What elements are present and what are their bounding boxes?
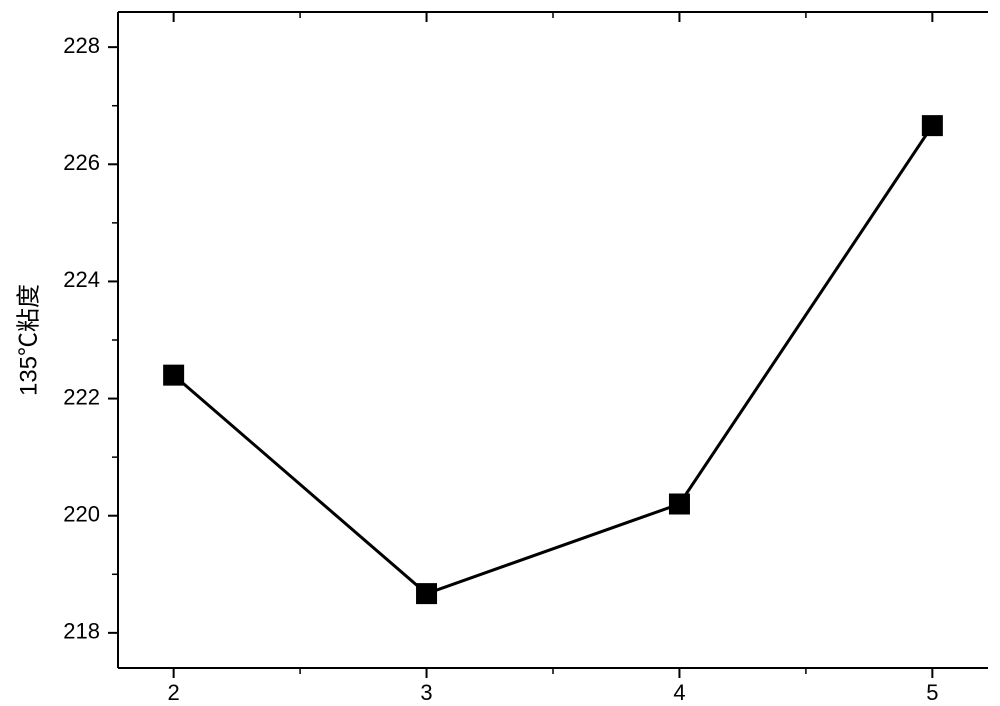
x-tick-label: 3 — [420, 680, 432, 705]
data-point — [417, 584, 437, 604]
x-tick-label: 2 — [168, 680, 180, 705]
viscosity-line-chart: 218 220 222 224 226 228 2 3 4 5 135℃粘度 — [0, 0, 1000, 706]
data-point — [164, 365, 184, 385]
chart-svg: 218 220 222 224 226 228 2 3 4 5 135℃粘度 — [0, 0, 1000, 706]
y-axis-label: 135℃粘度 — [15, 284, 42, 396]
data-point — [922, 116, 942, 136]
y-tick-label: 222 — [63, 384, 100, 409]
x-tick-label: 4 — [673, 680, 685, 705]
y-tick-label: 228 — [63, 33, 100, 58]
y-tick-label: 226 — [63, 150, 100, 175]
chart-background — [0, 0, 1000, 706]
x-tick-label: 5 — [926, 680, 938, 705]
data-point — [669, 494, 689, 514]
y-tick-label: 220 — [63, 502, 100, 527]
y-tick-label: 224 — [63, 267, 100, 292]
y-tick-label: 218 — [63, 619, 100, 644]
